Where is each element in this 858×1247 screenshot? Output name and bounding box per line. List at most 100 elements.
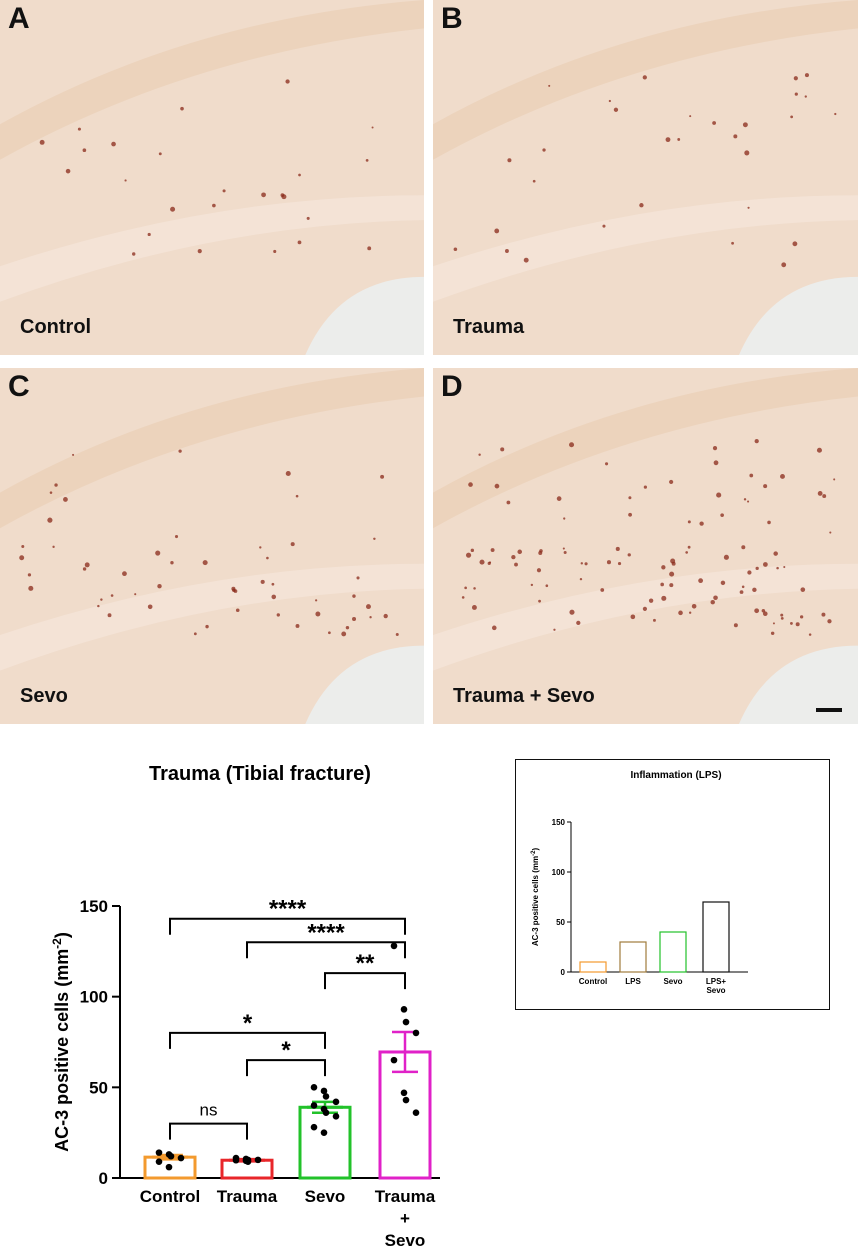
- stained-cell: [276, 613, 280, 617]
- panel-letter-a: A: [8, 2, 30, 35]
- stained-cell: [107, 613, 112, 618]
- stained-cell: [373, 537, 376, 541]
- micrograph-panel-c: C Sevo: [0, 368, 424, 724]
- stained-cell: [259, 546, 262, 549]
- stained-cell: [315, 599, 318, 602]
- stained-cell: [763, 562, 768, 567]
- stained-cell: [383, 613, 388, 619]
- stained-cell: [746, 500, 750, 503]
- stained-cell: [297, 240, 302, 245]
- stained-cell: [82, 567, 87, 571]
- stained-cell: [834, 112, 837, 116]
- stained-cell: [505, 249, 509, 253]
- stained-cell: [733, 134, 738, 139]
- stained-cell: [494, 483, 500, 489]
- stained-cell: [617, 561, 622, 566]
- inset-bar: [619, 941, 647, 973]
- stained-cell: [630, 614, 636, 620]
- stained-cell: [328, 631, 331, 635]
- stained-cell: [699, 521, 704, 526]
- stained-cell: [147, 604, 153, 610]
- panel-label-a: Control: [20, 316, 92, 338]
- inset-y-tick-label: 0: [561, 968, 566, 977]
- stained-cell: [817, 491, 823, 496]
- stained-cell: [606, 560, 612, 565]
- stained-cell: [345, 625, 350, 630]
- inset-x-tick-label: LPS+: [706, 977, 727, 986]
- stained-cell: [602, 224, 606, 228]
- stained-cell: [780, 613, 784, 617]
- stained-cell: [677, 138, 681, 141]
- significance-bracket: [169, 917, 406, 935]
- stained-cell: [479, 559, 485, 565]
- stained-cell: [266, 556, 269, 560]
- inset-y-tick-label: 100: [552, 868, 566, 877]
- tissue-image-d: [433, 368, 858, 724]
- panel-letter-c: C: [8, 370, 30, 403]
- stained-cell: [298, 173, 301, 177]
- stained-cell: [506, 500, 511, 505]
- stained-cell: [295, 494, 299, 498]
- stained-cell: [770, 631, 775, 636]
- significance-label: ns: [200, 1101, 218, 1120]
- stained-cell: [530, 583, 534, 587]
- significance-label: *: [281, 1037, 291, 1064]
- inset-bar-chart: Inflammation (LPS) 0 50 100 150 AC-3 positive…: [531, 770, 748, 995]
- stained-cell: [773, 551, 778, 556]
- stained-cell: [273, 249, 277, 254]
- inset-chart-title: Inflammation (LPS): [630, 770, 721, 781]
- significance-bracket: [169, 1031, 326, 1049]
- stained-cell: [63, 497, 68, 502]
- tissue-layer-band: [0, 0, 424, 160]
- stained-cell: [833, 478, 836, 481]
- stained-cell: [369, 616, 372, 619]
- stained-cell: [665, 137, 671, 143]
- stained-cell: [743, 498, 747, 501]
- stained-cell: [47, 517, 53, 523]
- significance-label: ****: [307, 919, 345, 946]
- stained-cell: [562, 547, 565, 550]
- stained-cell: [685, 551, 688, 554]
- stained-cell: [720, 580, 726, 586]
- stained-cell: [202, 560, 208, 566]
- stained-cell: [755, 566, 759, 571]
- stained-cell: [790, 115, 794, 119]
- stained-cell: [563, 517, 566, 520]
- data-point: [322, 1093, 330, 1100]
- stained-cell: [261, 192, 266, 198]
- data-point: [390, 1056, 398, 1064]
- data-point: [244, 1158, 252, 1165]
- stained-cell: [720, 513, 724, 517]
- stained-cell: [822, 494, 827, 499]
- stained-cell: [158, 152, 162, 156]
- y-tick-label: 150: [80, 897, 108, 916]
- stained-cell: [77, 127, 81, 131]
- tissue-ventricle: [739, 276, 858, 355]
- stained-cell: [794, 92, 798, 96]
- data-point: [254, 1156, 262, 1164]
- data-point: [412, 1029, 420, 1037]
- tissue-layer-band: [433, 0, 858, 160]
- stained-cell: [741, 545, 746, 550]
- inset-x-tick-label: Sevo: [706, 986, 725, 995]
- y-axis-label: AC-3 positive cells (mm-2): [50, 932, 72, 1152]
- stained-cell: [494, 228, 500, 234]
- data-point: [165, 1163, 173, 1171]
- stained-cell: [473, 587, 476, 590]
- stained-cell: [808, 633, 812, 636]
- stained-cell: [754, 438, 759, 444]
- stained-cell: [212, 203, 216, 208]
- stained-cell: [816, 447, 822, 453]
- stained-cell: [563, 551, 567, 555]
- data-point: [310, 1084, 318, 1091]
- stained-cell: [580, 562, 583, 565]
- stained-cell: [723, 554, 729, 560]
- stained-cell: [134, 593, 137, 596]
- stained-cell: [468, 482, 473, 487]
- data-point: [310, 1123, 318, 1131]
- micrograph-panel-d: D Trauma + Sevo: [433, 368, 858, 724]
- stained-cell: [754, 608, 760, 614]
- stained-cell: [271, 594, 277, 600]
- stained-cell: [712, 121, 717, 125]
- inset-y-tick-label: 50: [556, 918, 565, 927]
